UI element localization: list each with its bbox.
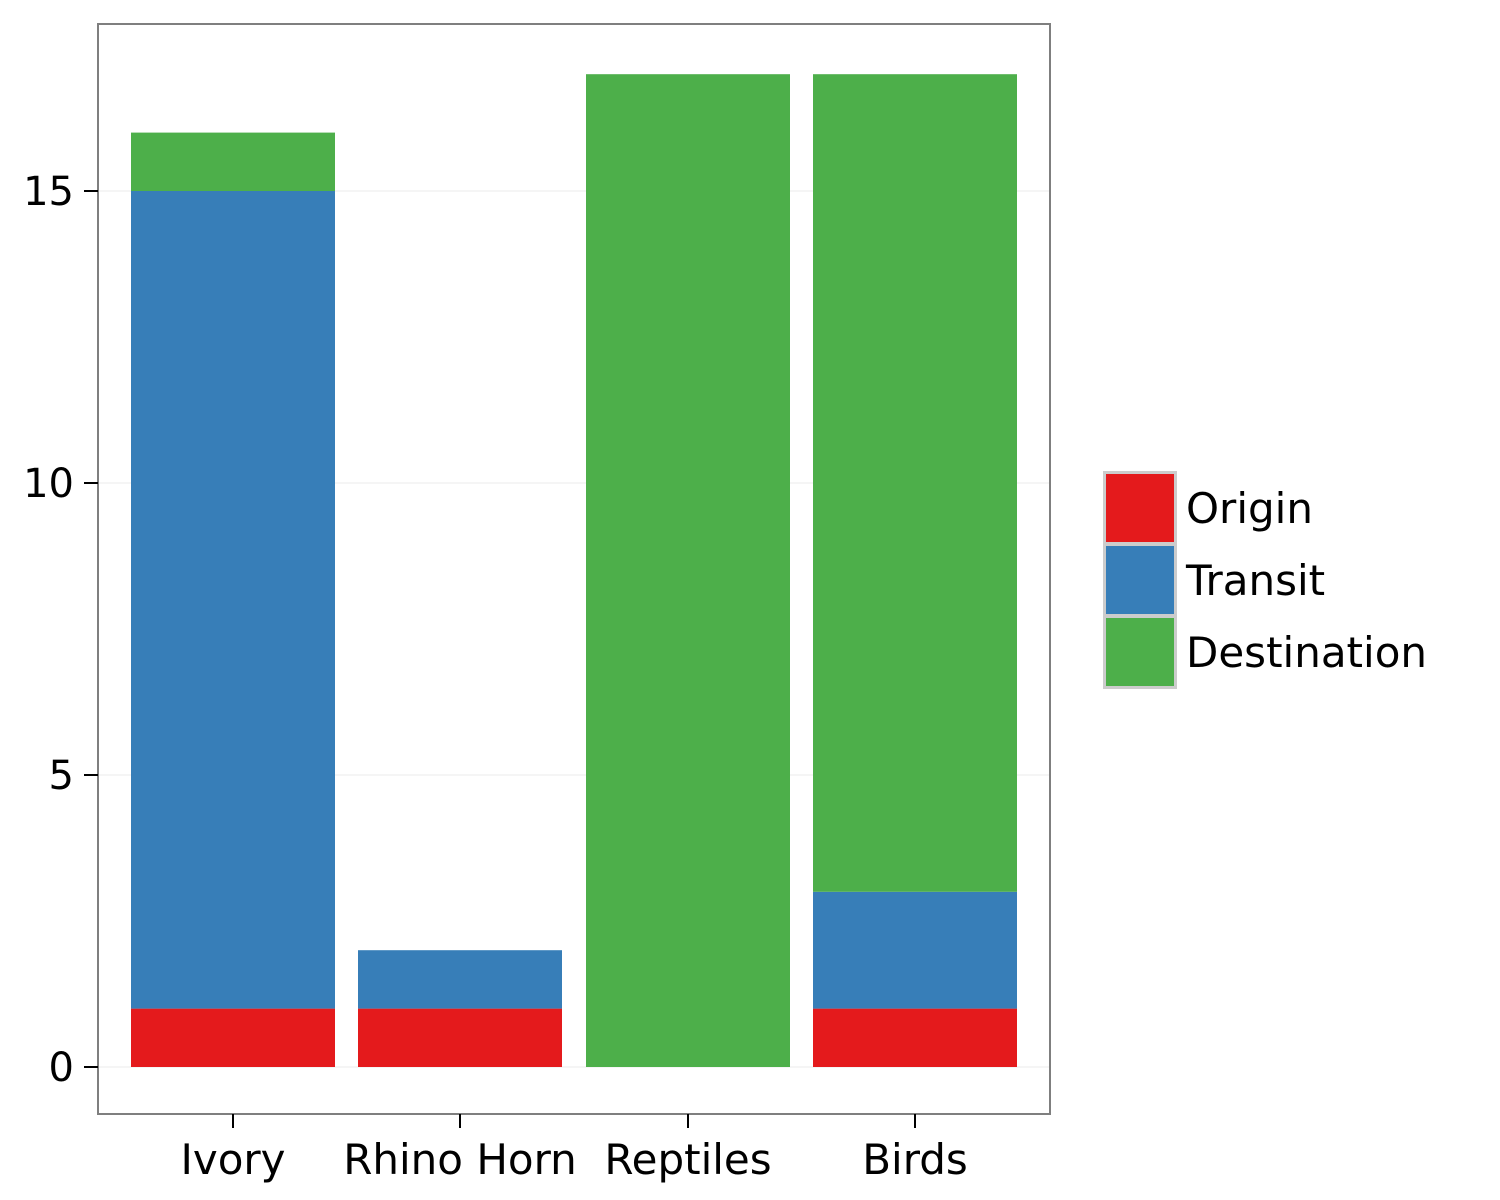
- x-axis: Ivory Rhino Horn Reptiles Birds: [180, 1114, 968, 1184]
- bar-destination-reptiles: [586, 74, 790, 1067]
- y-tick-label: 10: [23, 461, 74, 507]
- bar-origin-ivory: [131, 1008, 335, 1067]
- x-tick-label: Birds: [862, 1135, 968, 1184]
- legend-label-transit: Transit: [1185, 556, 1325, 605]
- x-tick-label: Reptiles: [604, 1135, 771, 1184]
- legend-swatch-origin: [1106, 474, 1174, 542]
- x-tick-label: Rhino Horn: [343, 1135, 577, 1184]
- legend-swatch-destination: [1106, 618, 1174, 686]
- legend-swatch-transit: [1106, 546, 1174, 614]
- y-tick-label: 0: [49, 1045, 74, 1091]
- bar-destination-birds: [813, 74, 1017, 892]
- bar-destination-ivory: [131, 132, 335, 191]
- bar-transit-ivory: [131, 191, 335, 1009]
- y-tick-label: 5: [49, 753, 74, 799]
- x-tick-label: Ivory: [180, 1135, 285, 1184]
- bars: [131, 74, 1017, 1067]
- bar-transit-birds: [813, 891, 1017, 1009]
- bar-transit-rhino-horn: [358, 950, 562, 1009]
- bar-origin-birds: [813, 1008, 1017, 1067]
- bar-origin-rhino-horn: [358, 1008, 562, 1067]
- legend: Origin Transit Destination: [1103, 471, 1427, 689]
- y-axis: 0 5 10 15: [23, 169, 98, 1091]
- legend-label-origin: Origin: [1186, 484, 1313, 533]
- legend-label-destination: Destination: [1186, 628, 1427, 677]
- y-tick-label: 15: [23, 169, 74, 215]
